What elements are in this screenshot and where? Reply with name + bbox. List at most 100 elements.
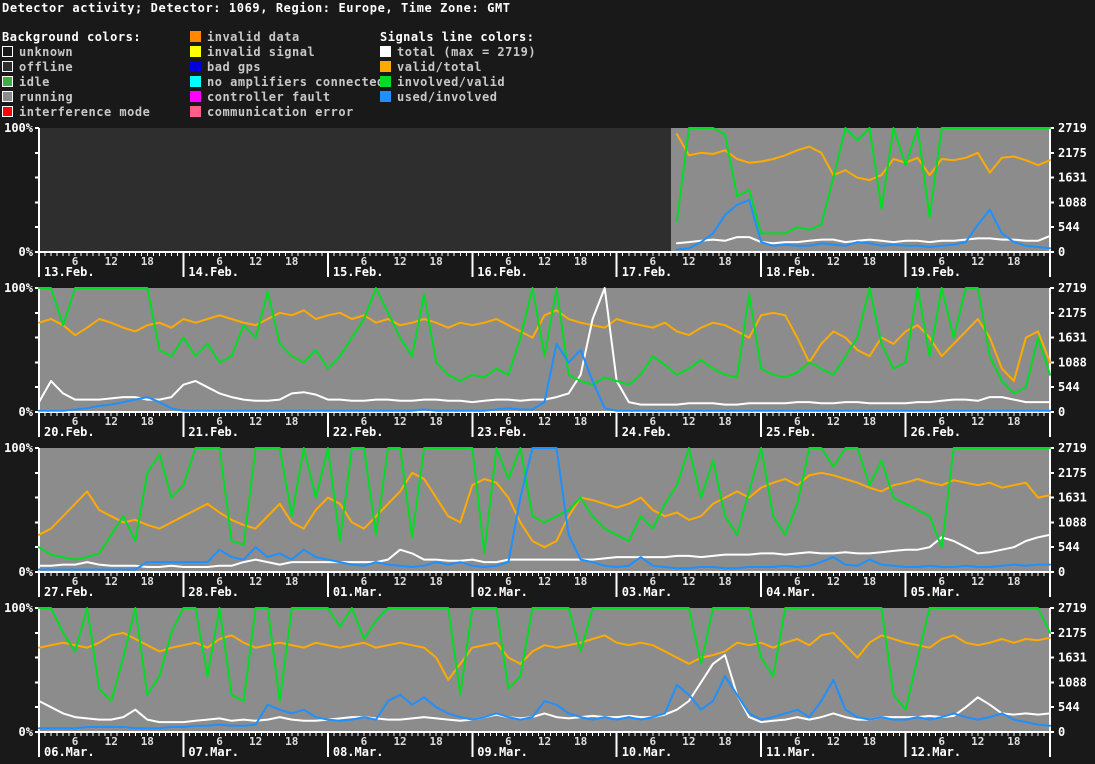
chart-background-running (39, 288, 1050, 412)
hour-label: 6 (794, 735, 801, 748)
date-label: 27.Feb. (44, 585, 95, 599)
hour-label: 6 (72, 415, 79, 428)
hour-label: 12 (538, 255, 551, 268)
right-axis-label: 2175 (1058, 306, 1087, 320)
series-valid-total (38, 471, 1051, 549)
hour-label: 18 (1007, 575, 1020, 588)
hour-label: 6 (938, 735, 945, 748)
date-label: 02.Mar. (477, 585, 528, 599)
date-label: 09.Mar. (477, 745, 528, 759)
legend-label: used/involved (397, 89, 498, 104)
right-axis-label: 1088 (1058, 355, 1087, 369)
hour-label: 6 (505, 735, 512, 748)
date-label: 23.Feb. (477, 425, 528, 439)
date-label: 18.Feb. (766, 265, 817, 279)
date-label: 17.Feb. (622, 265, 673, 279)
hour-label: 18 (430, 575, 443, 588)
hour-label: 6 (216, 735, 223, 748)
date-label: 25.Feb. (766, 425, 817, 439)
hour-label: 12 (393, 575, 406, 588)
hour-label: 18 (430, 415, 443, 428)
involved-valid-swatch (380, 76, 391, 87)
hour-label: 12 (827, 575, 840, 588)
hour-label: 6 (794, 575, 801, 588)
right-axis-label: 544 (1058, 700, 1080, 714)
hour-label: 18 (718, 415, 731, 428)
series-valid-total (675, 133, 1051, 182)
legend-item-idle: idle (2, 74, 150, 89)
hour-label: 6 (650, 415, 657, 428)
date-label: 07.Mar. (188, 745, 239, 759)
right-axis-label: 544 (1058, 380, 1080, 394)
legend-item-running: running (2, 89, 150, 104)
hour-label: 12 (827, 415, 840, 428)
offline-swatch (2, 61, 13, 72)
hour-label: 12 (393, 415, 406, 428)
left-axis-100-label: 100% (4, 441, 34, 455)
hour-label: 12 (682, 735, 695, 748)
right-axis-label: 544 (1058, 220, 1080, 234)
date-label: 06.Mar. (44, 745, 95, 759)
series-used-involved (38, 447, 1051, 571)
hour-label: 18 (430, 255, 443, 268)
hour-label: 6 (72, 255, 79, 268)
legend-item-unknown: unknown (2, 44, 150, 59)
legend-item-communication-error: communication error (190, 104, 385, 119)
invalid-data-swatch (190, 31, 201, 42)
right-axis-label: 2719 (1058, 281, 1087, 295)
left-axis-0-label: 0% (19, 725, 34, 739)
idle-swatch (2, 76, 13, 87)
right-axis-label: 1631 (1058, 491, 1087, 505)
hour-label: 12 (971, 735, 984, 748)
hour-label: 6 (794, 415, 801, 428)
date-label: 12.Mar. (911, 745, 962, 759)
hour-label: 12 (105, 255, 118, 268)
date-label: 19.Feb. (911, 265, 962, 279)
controller-fault-swatch (190, 91, 201, 102)
hour-label: 18 (141, 575, 154, 588)
right-axis-label: 2175 (1058, 146, 1087, 160)
used-involved-swatch (380, 91, 391, 102)
hour-label: 18 (141, 735, 154, 748)
hour-label: 18 (574, 575, 587, 588)
series-used-involved (675, 198, 1051, 251)
date-label: 28.Feb. (188, 585, 239, 599)
right-axis-label: 1631 (1058, 171, 1087, 185)
hour-label: 18 (574, 415, 587, 428)
hour-label: 6 (361, 735, 368, 748)
hour-label: 6 (505, 415, 512, 428)
date-label: 22.Feb. (333, 425, 384, 439)
hour-label: 12 (249, 255, 262, 268)
legend-background-header: Background colors: (2, 29, 142, 44)
series-used-involved (38, 342, 1051, 412)
chart-background-offline (39, 128, 671, 252)
hour-label: 18 (285, 575, 298, 588)
series-valid-total (38, 309, 1051, 382)
date-label: 16.Feb. (477, 265, 528, 279)
hour-label: 12 (682, 575, 695, 588)
hour-label: 12 (827, 735, 840, 748)
legend-signals-header: Signals line colors: (380, 29, 535, 44)
series-involved-valid (38, 287, 1051, 395)
hour-label: 18 (718, 575, 731, 588)
legend-label: unknown (19, 44, 74, 59)
hour-label: 18 (1007, 255, 1020, 268)
series-total (38, 533, 1051, 568)
hour-label: 12 (105, 575, 118, 588)
date-label: 14.Feb. (188, 265, 239, 279)
legend-item-valid-total: valid/total (380, 59, 536, 74)
legend-label: controller fault (207, 89, 331, 104)
hour-label: 12 (682, 255, 695, 268)
legend-item-controller-fault: controller fault (190, 89, 385, 104)
hour-label: 18 (863, 575, 876, 588)
right-axis-label: 0 (1058, 245, 1065, 259)
hour-label: 6 (216, 255, 223, 268)
legend-item-total: total (max = 2719) (380, 44, 536, 59)
hour-label: 6 (361, 255, 368, 268)
hour-label: 18 (285, 255, 298, 268)
hour-label: 18 (718, 255, 731, 268)
legend-label: involved/valid (397, 74, 506, 89)
date-label: 21.Feb. (188, 425, 239, 439)
series-involved-valid (38, 607, 1051, 711)
